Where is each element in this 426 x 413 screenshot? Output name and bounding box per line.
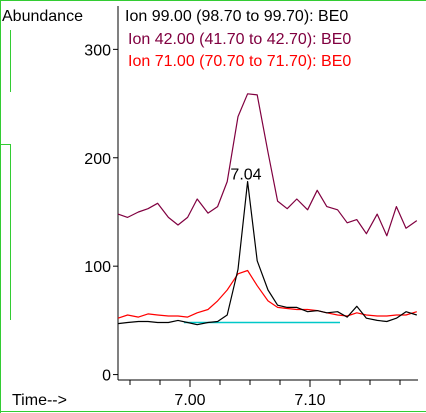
y-axis-title: Abundance <box>2 8 83 25</box>
series-line <box>117 269 417 319</box>
legend-entry: Ion 42.00 (41.70 to 42.70): BE0 <box>128 31 351 48</box>
x-axis-title: Time--> <box>12 392 67 409</box>
y-tick-label: 300 <box>84 42 111 59</box>
series-line <box>117 181 417 326</box>
y-tick-label: 200 <box>84 151 111 168</box>
y-tick-label: 100 <box>84 259 111 276</box>
legend-entry: Ion 71.00 (70.70 to 71.70): BE0 <box>128 53 351 70</box>
legend-entry: Ion 99.00 (98.70 to 99.70): BE0 <box>125 8 348 25</box>
axes-group: 0 100 200 300 7.00 7.10 <box>84 6 418 409</box>
series-line <box>117 93 418 237</box>
peak-annotation: 7.04 <box>230 166 261 183</box>
y-tick-label: 0 <box>102 368 111 385</box>
x-tick-label: 7.00 <box>174 392 205 409</box>
series-layer <box>117 93 418 326</box>
x-tick-label: 7.10 <box>294 392 325 409</box>
label-layer: Abundance Time--> Ion 99.00 (98.70 to 99.7… <box>2 8 351 409</box>
